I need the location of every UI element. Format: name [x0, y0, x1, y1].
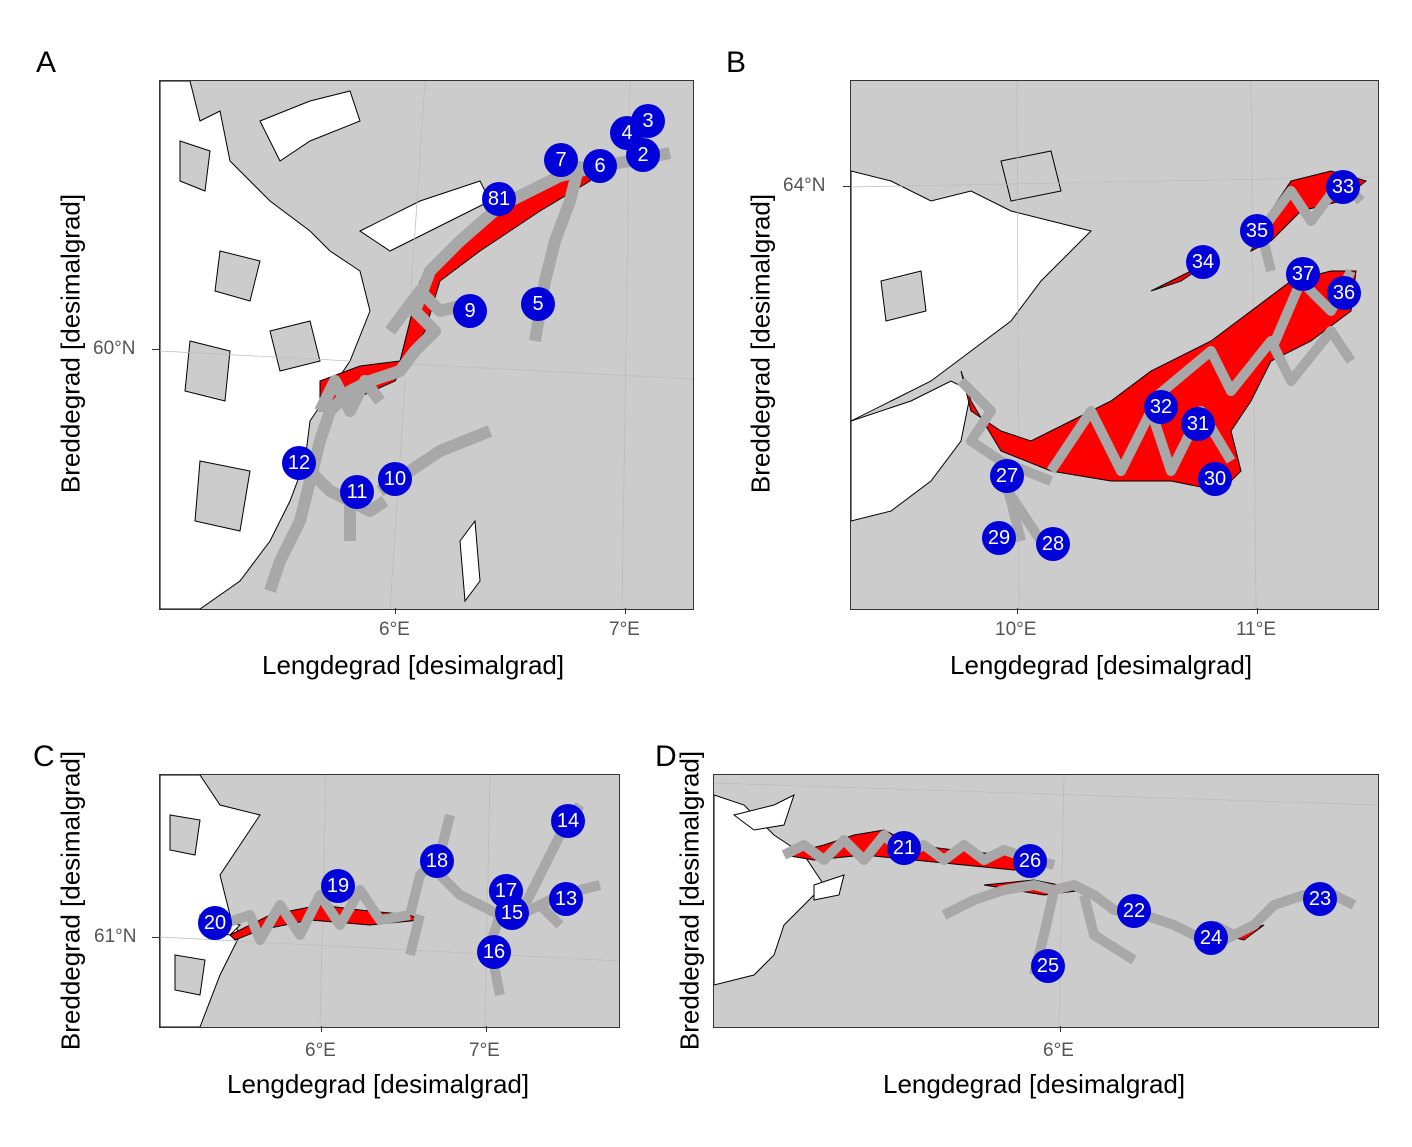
site-marker: 36 [1327, 276, 1361, 310]
x-tick-label: 6°E [1043, 1040, 1074, 1061]
island [174, 954, 206, 996]
site-marker: 37 [1286, 257, 1320, 291]
site-marker: 35 [1240, 214, 1274, 248]
site-marker: 24 [1194, 921, 1228, 955]
y-tick-mark [152, 349, 159, 350]
x-tick-label: 10°E [995, 619, 1037, 640]
map-c-svg [160, 775, 619, 1027]
site-marker: 12 [282, 446, 316, 480]
site-marker: 7 [544, 143, 578, 177]
site-marker: 23 [1303, 882, 1337, 916]
sea-area [851, 380, 972, 522]
x-tick-mark [395, 608, 396, 614]
y-axis-label: Breddegrad [desimalgrad] [745, 193, 776, 494]
island [194, 460, 251, 532]
survey-area [960, 270, 1357, 492]
island [880, 270, 927, 322]
y-tick-mark [843, 186, 850, 187]
site-marker: 29 [982, 521, 1016, 555]
sea-inlet [732, 794, 795, 831]
sea-area [851, 170, 1092, 422]
site-marker: 33 [1326, 170, 1360, 204]
site-marker: 27 [990, 459, 1024, 493]
site-marker: 11 [340, 475, 374, 509]
x-tick-mark [1060, 1026, 1061, 1032]
site-marker: 31 [1181, 407, 1215, 441]
site-marker: 13 [549, 882, 583, 916]
map-c: 14 18 19 17 13 15 20 16 [159, 774, 620, 1028]
sea-inlet [259, 90, 361, 162]
panel-letter-a: A [36, 46, 57, 79]
island [214, 250, 261, 302]
y-axis-label: Breddegrad [desimalgrad] [55, 193, 86, 494]
x-tick-mark [486, 1026, 487, 1032]
map-b-svg [851, 81, 1378, 609]
map-d-svg [714, 775, 1378, 1027]
y-tick-label: 61°N [94, 926, 137, 947]
x-tick-mark [321, 1026, 322, 1032]
x-tick-mark [1257, 608, 1258, 614]
island [1000, 150, 1062, 202]
site-marker: 22 [1117, 894, 1151, 928]
sea-inlet [813, 874, 845, 901]
site-marker: 10 [378, 462, 412, 496]
site-marker: 21 [887, 831, 921, 865]
x-tick-label: 6°E [305, 1040, 336, 1061]
x-tick-label: 7°E [469, 1040, 500, 1061]
x-tick-label: 7°E [609, 619, 640, 640]
transects [781, 830, 1357, 977]
x-axis-label: Lengdegrad [desimalgrad] [227, 1069, 530, 1099]
transects [218, 802, 602, 996]
site-marker: 25 [1031, 949, 1065, 983]
x-axis-label: Lengdegrad [desimalgrad] [262, 650, 565, 680]
x-tick-mark [625, 608, 626, 614]
y-tick-label: 60°N [93, 338, 136, 359]
site-marker: 34 [1186, 245, 1220, 279]
island [179, 140, 211, 192]
y-tick-mark [152, 937, 159, 938]
island [169, 814, 201, 856]
site-marker: 32 [1144, 390, 1178, 424]
y-axis-label: Breddegrad [desimalgrad] [674, 750, 705, 1051]
x-axis-label: Lengdegrad [desimalgrad] [950, 650, 1253, 680]
panel-letter-d: D [655, 740, 677, 773]
site-marker: 5 [521, 287, 555, 321]
site-marker: 26 [1013, 844, 1047, 878]
site-marker: 81 [482, 182, 516, 216]
x-tick-label: 11°E [1236, 619, 1276, 640]
island [184, 340, 231, 402]
x-axis-label: Lengdegrad [desimalgrad] [883, 1069, 1186, 1099]
y-tick-label: 64°N [783, 175, 826, 196]
y-axis-label: Breddegrad [desimalgrad] [55, 750, 86, 1051]
x-tick-mark [1017, 608, 1018, 614]
site-marker: 16 [477, 935, 511, 969]
site-marker: 15 [495, 896, 529, 930]
map-b: 33 35 34 37 36 32 31 27 30 29 28 [850, 80, 1379, 610]
map-d: 21 26 23 22 24 25 [713, 774, 1379, 1028]
site-marker: 9 [453, 294, 487, 328]
site-marker: 14 [551, 804, 585, 838]
site-marker: 2 [626, 138, 660, 172]
map-a: 3 4 2 7 6 81 9 5 12 10 11 [159, 80, 694, 610]
site-marker: 28 [1036, 527, 1070, 561]
panel-letter-c: C [33, 740, 55, 773]
site-marker: 19 [321, 869, 355, 903]
site-marker: 6 [583, 149, 617, 183]
site-marker: 20 [198, 906, 232, 940]
panel-letter-b: B [726, 46, 747, 79]
site-marker: 18 [420, 844, 454, 878]
x-tick-label: 6°E [379, 619, 410, 640]
sea-inlet [459, 519, 481, 603]
site-marker: 30 [1198, 462, 1232, 496]
